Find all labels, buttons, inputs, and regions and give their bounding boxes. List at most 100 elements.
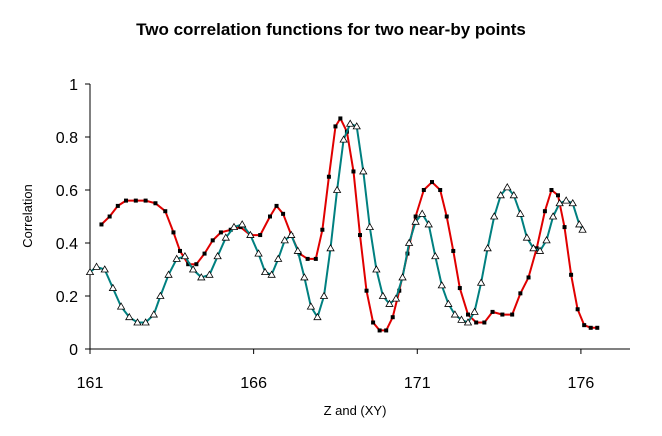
series-2-point [463,318,473,326]
y-tick-label: 0.4 [56,236,78,253]
series-2-point [332,185,342,193]
series-2-point [306,302,316,310]
series-1-point [351,169,356,174]
series-1-point [562,225,567,230]
y-tick-label: 0.2 [56,289,78,306]
series-1-point [133,198,138,203]
series-1-point [326,174,331,179]
series-1-point [413,214,418,219]
series-2-point [483,244,492,252]
y-tick-label: 0 [69,342,78,359]
series-1-point [595,325,600,330]
x-axis-title: Z and (XY) [324,403,387,418]
series-2-point [575,220,584,228]
series-2-point [542,236,551,244]
y-tick-label: 0.6 [56,183,78,200]
series-2-point [352,122,361,130]
series-2-point [85,267,95,276]
series-2-point [172,254,181,262]
series-1-point [258,233,263,238]
series-1-point [268,214,272,219]
series-2-point [339,135,348,143]
series-2-point [100,265,109,273]
series-2-point [280,236,289,244]
series-2-point [156,291,165,299]
series-1-point [153,201,158,206]
series-2-point [561,196,571,204]
series-2-point [267,270,276,278]
series-2-point [92,262,101,270]
series-1-point [218,230,223,235]
series-2-point [326,244,335,252]
x-tick-label: 166 [240,375,267,392]
series-2-point [372,265,381,273]
series-2-point [535,246,545,254]
series-2-point [260,267,270,276]
series-2-point [509,191,519,199]
series-1-point [549,188,554,192]
series-2-point [205,270,214,278]
series-1-point [281,211,286,216]
series-2-point [221,233,231,241]
series-1-point [430,180,434,185]
series-1-point [210,238,215,243]
series-1-point [384,328,389,333]
series-1-point [202,251,207,256]
y-tick-label: 0.8 [56,130,78,147]
series-1-point [313,256,318,261]
series-2-point [313,312,322,321]
series-1-point [438,188,443,192]
x-tick-label: 176 [568,375,595,392]
series-2-point [457,315,466,323]
series-1-point [333,124,338,129]
x-tick-label: 161 [77,375,104,392]
series-2-point [476,278,486,286]
series-1-point [390,315,395,320]
series-2-point [180,251,190,260]
series-1-point [451,248,456,253]
series-2-point [578,225,587,233]
series-1-point [171,230,176,235]
series-2-point [555,198,564,207]
series-2-point [188,265,198,273]
series-2-point [437,281,447,289]
y-axis-title: Correlation [20,184,35,248]
series-2-point [273,254,283,262]
series-1-point [510,312,515,317]
series-1-point [124,198,128,203]
series-1-point [305,256,310,261]
series-1-point [556,193,560,198]
series-2-point [431,251,440,260]
series-2-point [164,270,173,278]
series-2-point [237,220,247,228]
series-1-point [358,233,362,238]
series-2-point [548,212,558,220]
series-2-point [444,299,453,307]
series-2-point [385,299,394,307]
series-1-point [274,203,279,208]
series-2-point [345,119,355,127]
series-1-point [575,307,580,312]
series-1-point [518,291,523,296]
series-1-point [569,272,574,277]
series-1-point [526,275,531,280]
series-2-point [287,230,296,238]
series-1-point [474,320,479,325]
series-1-point [178,248,182,253]
x-tick-label: 171 [404,375,431,392]
y-tick-label: 1 [69,77,78,94]
series-1-point [490,309,495,314]
series-1-point [364,288,369,293]
series-2-point [516,209,525,217]
series-2-point [424,220,433,228]
series-2-point [398,273,407,281]
series-1-point [194,262,199,267]
series-1-point [143,198,148,203]
series-2-point [359,167,368,175]
series-2-point [496,191,505,199]
series-2-point [319,291,329,299]
series-2-point [108,283,118,291]
series-2-point [404,238,414,246]
series-1-point [466,312,470,317]
